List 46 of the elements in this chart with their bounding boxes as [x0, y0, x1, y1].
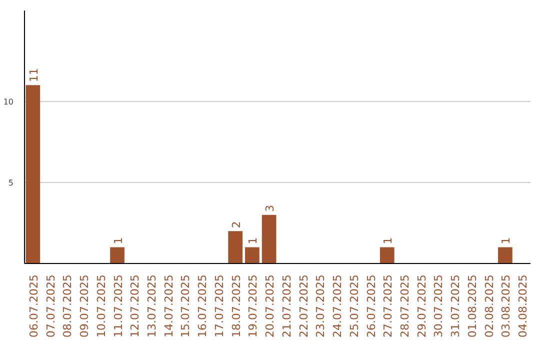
x-tick-label: 24.07.2025: [331, 274, 344, 338]
x-tick-label: 23.07.2025: [314, 274, 328, 338]
x-tick-label: 29.07.2025: [415, 274, 428, 338]
data-label: 11: [27, 68, 40, 82]
x-tick-label: 15.07.2025: [179, 274, 192, 338]
x-tick-label: 10.07.2025: [94, 274, 108, 338]
x-tick-label: 26.07.2025: [364, 274, 378, 338]
x-tick-label: 14.07.2025: [162, 274, 176, 338]
data-label: 3: [264, 204, 277, 212]
bar: [498, 247, 512, 264]
x-tick-label: 13.07.2025: [146, 274, 158, 338]
x-tick-label: 04.08.2025: [516, 274, 530, 338]
data-label: 1: [382, 237, 395, 244]
bar: [228, 231, 242, 264]
bar: [110, 247, 124, 264]
bar: [26, 85, 40, 264]
x-tick-label: 17.07.2025: [212, 274, 226, 338]
bar: [380, 247, 394, 264]
x-tick-label: 12.07.2025: [128, 274, 142, 338]
x-tick-label: 07.07.2025: [44, 274, 58, 338]
bar: [245, 247, 260, 264]
x-tick-label: 28.07.2025: [398, 274, 412, 338]
x-tick-label: 01.08.2025: [466, 274, 479, 338]
x-tick-label: 11.07.2025: [112, 274, 125, 338]
data-label: 1: [500, 237, 513, 244]
x-tick-label: 25.07.2025: [348, 274, 361, 338]
data-label: 1: [246, 237, 260, 244]
x-tick-label: 31.07.2025: [449, 274, 462, 338]
data-label: 1: [112, 237, 125, 244]
y-tick-label: 5: [8, 178, 14, 188]
x-tick-label: 06.07.2025: [27, 274, 40, 338]
x-tick-label: 27.07.2025: [382, 274, 395, 338]
x-tick-label: 02.08.2025: [482, 274, 496, 338]
x-tick-label: 21.07.2025: [280, 274, 294, 338]
bar: [262, 214, 276, 264]
x-tick-label: 30.07.2025: [432, 274, 446, 338]
x-tick-label: 16.07.2025: [196, 274, 210, 338]
x-tick-label: 09.07.2025: [78, 274, 92, 338]
x-tick-label: 18.07.2025: [230, 274, 243, 338]
x-tick-label: 19.07.2025: [246, 274, 260, 338]
data-label: 2: [230, 221, 243, 228]
x-tick-label: 20.07.2025: [264, 274, 277, 338]
x-tick-label: 08.07.2025: [61, 274, 74, 338]
x-tick-label: 03.08.2025: [500, 274, 513, 338]
y-tick-label: 10: [3, 97, 14, 106]
x-tick-label: 22.07.2025: [297, 274, 310, 338]
